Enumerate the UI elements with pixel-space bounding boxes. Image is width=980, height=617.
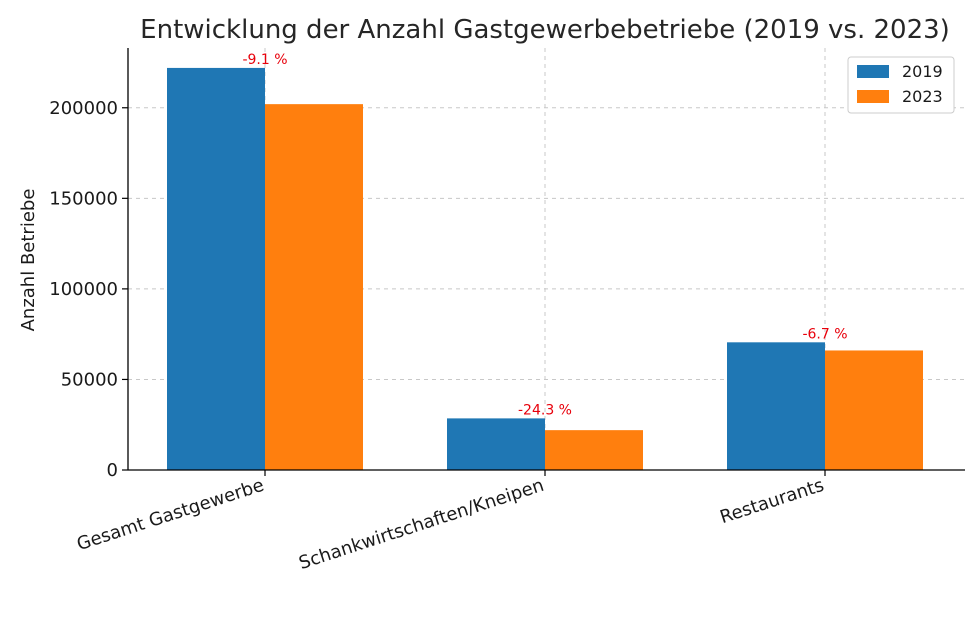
bars-layer — [167, 67, 923, 471]
bar-2019-1 — [167, 67, 265, 471]
change-annotation: -9.1 % — [242, 52, 287, 68]
axes-layer — [122, 48, 965, 476]
change-annotation: -6.7 % — [802, 326, 847, 342]
y-axis-label: Anzahl Betriebe — [18, 189, 39, 332]
y-tick-label: 0 — [107, 460, 118, 481]
y-tick-label: 200000 — [49, 98, 118, 119]
legend: 2019 2023 — [847, 56, 955, 114]
bar-2023-2 — [545, 430, 643, 470]
bar-2019-2 — [447, 418, 545, 470]
bar-2019-3 — [727, 342, 825, 470]
y-tick-label: 100000 — [49, 279, 118, 300]
legend-label-2023: 2023 — [902, 87, 943, 106]
legend-swatch-2019 — [857, 65, 889, 78]
legend-label-2019: 2019 — [902, 62, 943, 81]
bar-2023-1 — [265, 104, 363, 470]
y-tick-label: 150000 — [49, 188, 118, 209]
x-tick-label: Gesamt Gastgewerbe — [74, 475, 266, 555]
y-tick-label: 50000 — [61, 369, 118, 390]
change-annotation: -24.3 % — [518, 402, 572, 418]
x-tick-label: Schankwirtschaften/Kneipen — [296, 475, 546, 574]
legend-swatch-2023 — [857, 90, 889, 103]
x-tick-label: Restaurants — [717, 475, 826, 528]
bar-2023-3 — [825, 350, 923, 470]
chart-title: Entwicklung der Anzahl Gastgewerbebetrie… — [140, 15, 950, 45]
